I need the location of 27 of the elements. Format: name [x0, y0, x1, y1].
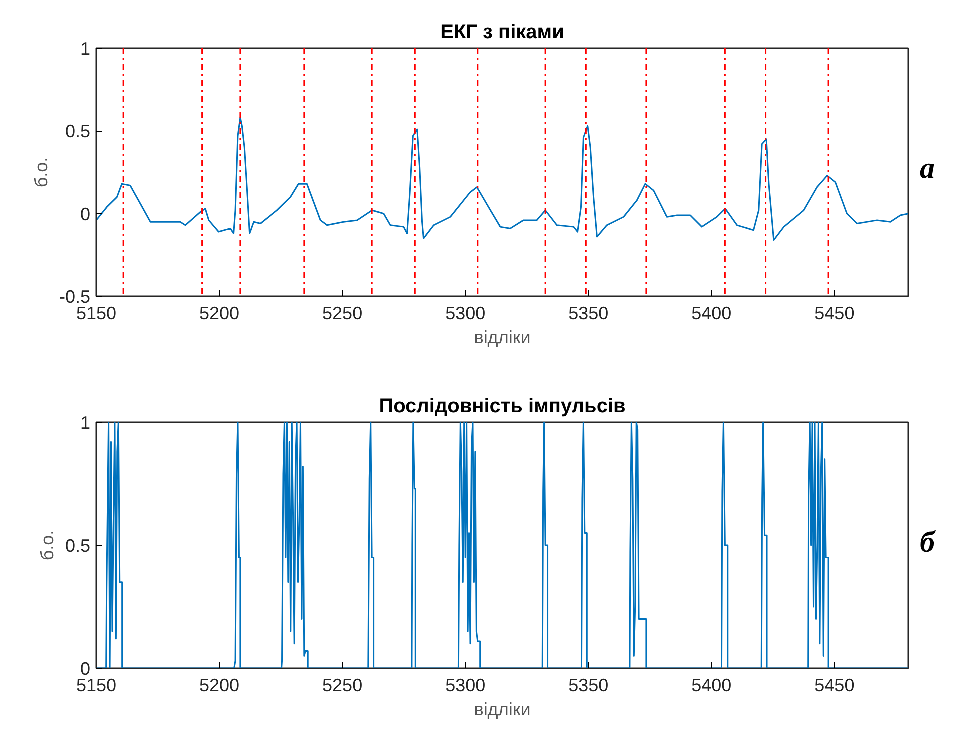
- x-tick-label: 5200: [200, 676, 240, 696]
- chart-title: Послідовність імпульсів: [379, 396, 626, 418]
- line-series: [96, 117, 908, 242]
- x-tick-label: 5450: [814, 676, 855, 696]
- x-tick-label: 5350: [568, 304, 609, 324]
- x-tick-label: 5250: [322, 304, 363, 324]
- x-tick-label: 5450: [814, 304, 855, 324]
- x-axis-title: відліки: [474, 700, 531, 720]
- y-axis-title: б.о.: [37, 530, 58, 561]
- y-tick-label: 1: [80, 413, 91, 433]
- y-tick-label: 1: [80, 39, 91, 59]
- x-tick-label: 5350: [568, 676, 609, 696]
- y-axis-title: б.о.: [31, 157, 52, 188]
- y-tick-label: 0.5: [65, 122, 91, 142]
- x-tick-label: 5250: [322, 676, 363, 696]
- x-tick-label: 5200: [200, 304, 240, 324]
- line-series: [96, 422, 908, 668]
- y-tick-label: 0: [80, 204, 91, 224]
- chart-title: ЕКГ з піками: [440, 22, 564, 44]
- x-tick-label: 5400: [692, 676, 732, 696]
- x-tick-label: 5300: [446, 304, 486, 324]
- x-tick-label: 5400: [692, 304, 732, 324]
- x-axis-title: відліки: [474, 328, 531, 348]
- x-tick-label: 5300: [446, 676, 486, 696]
- text: а: [920, 151, 935, 187]
- y-tick-label: 0.5: [65, 536, 91, 556]
- text: б: [920, 525, 935, 561]
